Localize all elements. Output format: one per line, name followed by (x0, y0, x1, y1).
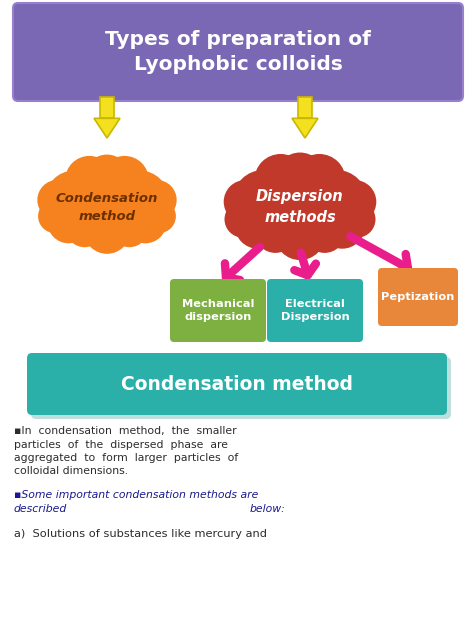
Text: aggregated  to  form  larger  particles  of: aggregated to form larger particles of (14, 453, 238, 463)
Circle shape (37, 180, 77, 220)
Text: Mechanical
dispersion: Mechanical dispersion (182, 299, 254, 322)
Circle shape (84, 207, 130, 254)
Circle shape (235, 203, 281, 248)
Circle shape (275, 152, 325, 203)
Circle shape (113, 171, 168, 226)
Circle shape (100, 156, 149, 205)
Circle shape (142, 199, 176, 233)
Circle shape (65, 209, 104, 247)
Circle shape (304, 212, 345, 253)
Text: ▪Some important condensation methods are: ▪Some important condensation methods are (14, 490, 258, 500)
Text: Condensation method: Condensation method (121, 375, 353, 394)
FancyBboxPatch shape (31, 357, 451, 419)
Text: Types of preparation of
Lyophobic colloids: Types of preparation of Lyophobic colloi… (105, 30, 371, 74)
Text: colloidal dimensions.: colloidal dimensions. (14, 466, 128, 477)
Circle shape (137, 180, 177, 220)
Circle shape (46, 171, 101, 226)
Circle shape (255, 154, 307, 207)
Polygon shape (292, 118, 318, 138)
Circle shape (84, 155, 130, 201)
Text: a)  Solutions of substances like mercury and: a) Solutions of substances like mercury … (14, 529, 267, 539)
Circle shape (65, 156, 114, 205)
FancyBboxPatch shape (267, 279, 363, 342)
Circle shape (124, 201, 166, 243)
Text: described: described (14, 504, 67, 513)
FancyBboxPatch shape (378, 268, 458, 326)
Circle shape (293, 154, 346, 207)
Text: Condensation
method: Condensation method (56, 191, 158, 222)
Circle shape (339, 201, 375, 238)
Circle shape (333, 180, 376, 224)
FancyBboxPatch shape (170, 279, 266, 342)
Circle shape (69, 165, 145, 241)
Circle shape (225, 201, 261, 238)
Circle shape (47, 201, 90, 243)
Circle shape (255, 212, 296, 253)
Polygon shape (100, 97, 114, 118)
Text: Dispersion
methods: Dispersion methods (256, 189, 344, 225)
Circle shape (275, 210, 325, 260)
Text: Electrical
Dispersion: Electrical Dispersion (281, 299, 349, 322)
Circle shape (38, 199, 72, 233)
FancyBboxPatch shape (13, 3, 463, 101)
Circle shape (259, 164, 341, 246)
Circle shape (233, 170, 293, 229)
Polygon shape (94, 118, 120, 138)
Circle shape (224, 180, 267, 224)
Text: particles  of  the  dispersed  phase  are: particles of the dispersed phase are (14, 439, 228, 449)
Polygon shape (298, 97, 312, 118)
Text: below:: below: (250, 504, 286, 513)
Circle shape (307, 170, 367, 229)
Circle shape (110, 209, 148, 247)
Text: Peptization: Peptization (381, 292, 455, 302)
Text: ▪In  condensation  method,  the  smaller: ▪In condensation method, the smaller (14, 426, 237, 436)
FancyBboxPatch shape (27, 353, 447, 415)
Circle shape (319, 203, 365, 248)
